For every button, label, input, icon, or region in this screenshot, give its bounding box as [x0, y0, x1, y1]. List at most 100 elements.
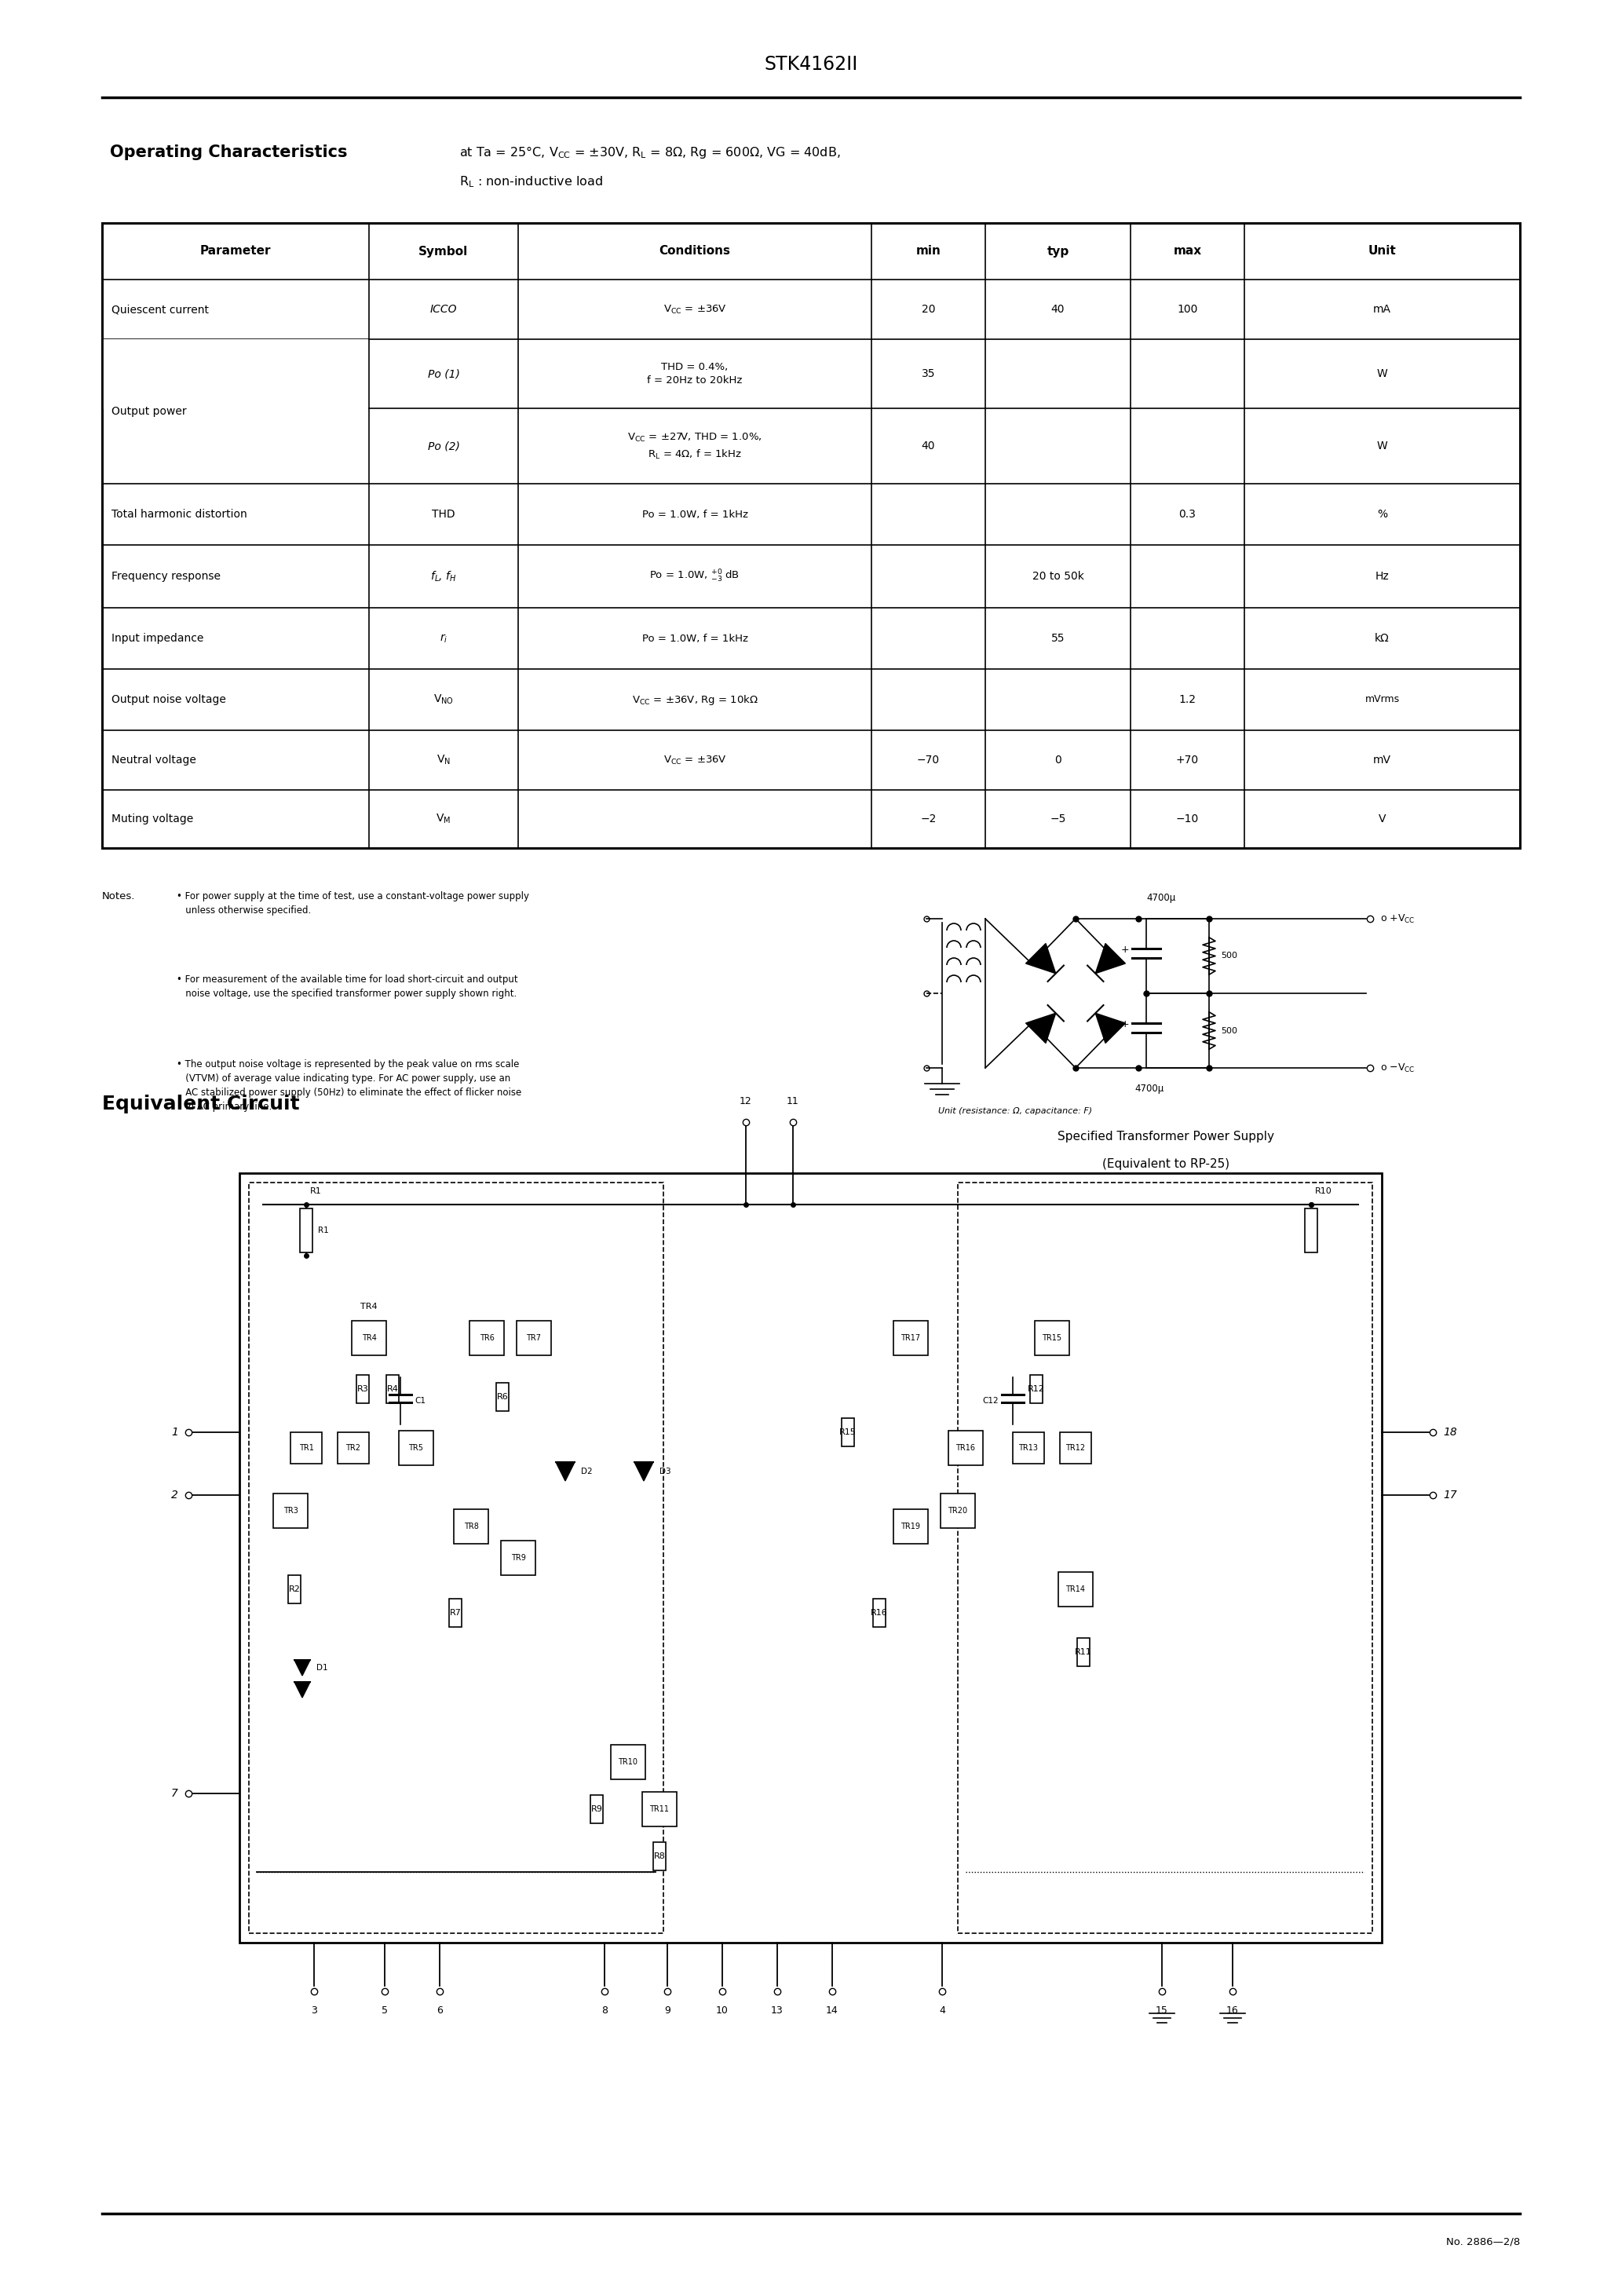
- Text: Po = 1.0W, f = 1kHz: Po = 1.0W, f = 1kHz: [642, 510, 748, 519]
- Text: max: max: [1173, 246, 1202, 257]
- Text: 16: 16: [1226, 2004, 1239, 2016]
- Text: Total harmonic distortion: Total harmonic distortion: [112, 510, 247, 519]
- Text: R2: R2: [289, 1584, 300, 1593]
- Bar: [894, 1320, 928, 1355]
- Bar: [240, 1173, 1382, 1942]
- Text: 5: 5: [381, 2004, 388, 2016]
- Text: TR15: TR15: [1043, 1334, 1062, 1341]
- Text: W: W: [1377, 441, 1387, 452]
- Text: mVrms: mVrms: [1364, 693, 1400, 705]
- Text: V$_{\mathregular{N}}$: V$_{\mathregular{N}}$: [436, 753, 451, 767]
- Text: 40: 40: [1051, 303, 1064, 315]
- Bar: [842, 1419, 855, 1446]
- Polygon shape: [295, 1660, 310, 1676]
- Bar: [1030, 1375, 1043, 1403]
- Polygon shape: [1095, 1013, 1126, 1042]
- Text: −5: −5: [1049, 813, 1066, 824]
- Text: TR11: TR11: [650, 1805, 670, 1814]
- Bar: [590, 1795, 603, 1823]
- Text: TR14: TR14: [1066, 1584, 1085, 1593]
- Text: 0.3: 0.3: [1179, 510, 1195, 519]
- Bar: [501, 1541, 535, 1575]
- Bar: [272, 1492, 308, 1529]
- Text: TR8: TR8: [464, 1522, 478, 1531]
- Text: R$_{\mathregular{L}}$ : non-inductive load: R$_{\mathregular{L}}$ : non-inductive lo…: [459, 174, 603, 188]
- Text: mV: mV: [1374, 755, 1392, 765]
- Text: TR13: TR13: [1019, 1444, 1038, 1451]
- Text: Frequency response: Frequency response: [112, 572, 221, 581]
- Text: +: +: [1121, 944, 1129, 955]
- Bar: [642, 1791, 676, 1825]
- Text: R6: R6: [496, 1394, 508, 1401]
- Text: %: %: [1377, 510, 1387, 519]
- Bar: [894, 1508, 928, 1543]
- Text: 13: 13: [770, 2004, 783, 2016]
- Polygon shape: [556, 1463, 574, 1481]
- Bar: [496, 1382, 509, 1412]
- Text: STK4162II: STK4162II: [764, 55, 858, 73]
- Text: No. 2886—2/8: No. 2886—2/8: [1445, 2236, 1520, 2248]
- Text: Unit (resistance: Ω, capacitance: F): Unit (resistance: Ω, capacitance: F): [938, 1107, 1092, 1116]
- Text: C1: C1: [415, 1396, 425, 1405]
- Bar: [289, 1575, 300, 1603]
- Text: 1.2: 1.2: [1179, 693, 1195, 705]
- Bar: [611, 1745, 646, 1779]
- Text: 9: 9: [665, 2004, 670, 2016]
- Text: W: W: [1377, 367, 1387, 379]
- Text: V$_{\mathregular{NO}}$: V$_{\mathregular{NO}}$: [433, 693, 454, 707]
- Text: V$_{\mathregular{M}}$: V$_{\mathregular{M}}$: [436, 813, 451, 827]
- Text: 12: 12: [740, 1095, 753, 1107]
- Bar: [300, 1208, 313, 1251]
- Text: kΩ: kΩ: [1375, 634, 1390, 643]
- Text: Po = 1.0W, f = 1kHz: Po = 1.0W, f = 1kHz: [642, 634, 748, 643]
- Text: mA: mA: [1374, 303, 1392, 315]
- Bar: [454, 1508, 488, 1543]
- Text: D2: D2: [581, 1467, 592, 1476]
- Text: ICCO: ICCO: [430, 303, 457, 315]
- Text: Po (2): Po (2): [428, 441, 459, 452]
- Bar: [469, 1320, 504, 1355]
- Text: TR7: TR7: [527, 1334, 542, 1341]
- Text: (Equivalent to RP-25): (Equivalent to RP-25): [1103, 1157, 1229, 1171]
- Text: TR20: TR20: [947, 1506, 968, 1515]
- Text: 500: 500: [1221, 1026, 1238, 1035]
- Polygon shape: [1025, 1013, 1056, 1042]
- Text: D3: D3: [660, 1467, 672, 1476]
- Text: Unit: Unit: [1367, 246, 1397, 257]
- Polygon shape: [295, 1683, 310, 1697]
- Text: • For measurement of the available time for load short-circuit and output
   noi: • For measurement of the available time …: [177, 974, 517, 999]
- Bar: [290, 1433, 321, 1463]
- Text: 20: 20: [921, 303, 936, 315]
- Polygon shape: [1095, 944, 1126, 974]
- Text: 2: 2: [172, 1490, 178, 1502]
- Text: o +V$_{\mathregular{CC}}$: o +V$_{\mathregular{CC}}$: [1380, 914, 1414, 925]
- Text: 20 to 50k: 20 to 50k: [1032, 572, 1083, 581]
- Bar: [386, 1375, 399, 1403]
- Bar: [1012, 1433, 1045, 1463]
- Text: TR5: TR5: [409, 1444, 423, 1451]
- Bar: [1059, 1433, 1092, 1463]
- Text: TR16: TR16: [955, 1444, 975, 1451]
- Text: 1: 1: [172, 1426, 178, 1437]
- Text: −70: −70: [916, 755, 939, 765]
- Text: R10: R10: [1315, 1187, 1332, 1196]
- Polygon shape: [634, 1463, 654, 1481]
- Bar: [1077, 1637, 1090, 1667]
- Text: 8: 8: [602, 2004, 608, 2016]
- Bar: [352, 1320, 386, 1355]
- Bar: [449, 1598, 462, 1628]
- Text: 35: 35: [921, 367, 936, 379]
- Text: 4700µ: 4700µ: [1147, 893, 1176, 902]
- Text: typ: typ: [1046, 246, 1069, 257]
- Text: R16: R16: [871, 1609, 887, 1616]
- Text: R11: R11: [1075, 1649, 1092, 1655]
- Text: TR19: TR19: [900, 1522, 921, 1531]
- Text: r$_{\mathregular{i}}$: r$_{\mathregular{i}}$: [440, 631, 448, 645]
- Bar: [873, 1598, 886, 1628]
- Text: Po = 1.0W, $^{+0}_{-3}$ dB: Po = 1.0W, $^{+0}_{-3}$ dB: [650, 569, 740, 583]
- Text: • For power supply at the time of test, use a constant-voltage power supply
   u: • For power supply at the time of test, …: [177, 891, 529, 916]
- Text: 11: 11: [787, 1095, 800, 1107]
- Text: Output noise voltage: Output noise voltage: [112, 693, 225, 705]
- Text: TR3: TR3: [284, 1506, 298, 1515]
- Bar: [248, 1182, 663, 1933]
